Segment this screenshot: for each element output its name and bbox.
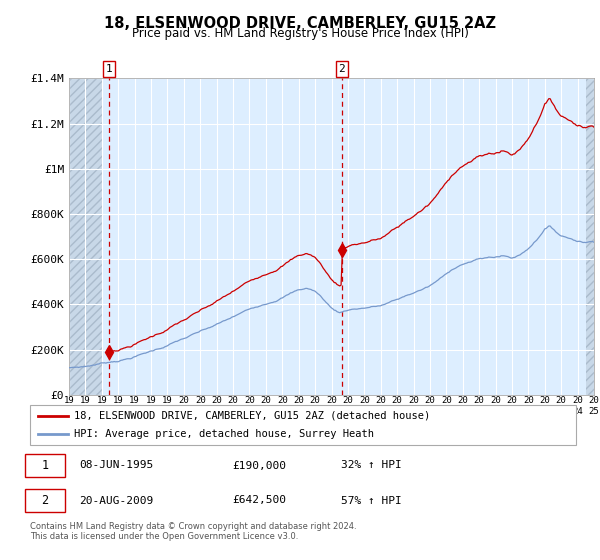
FancyBboxPatch shape xyxy=(25,454,65,477)
Text: 20-AUG-2009: 20-AUG-2009 xyxy=(79,496,154,506)
Text: 2: 2 xyxy=(338,64,345,74)
Text: Price paid vs. HM Land Registry's House Price Index (HPI): Price paid vs. HM Land Registry's House … xyxy=(131,27,469,40)
Bar xyxy=(586,78,594,395)
Text: 2: 2 xyxy=(41,494,49,507)
Text: £642,500: £642,500 xyxy=(232,496,286,506)
Text: 18, ELSENWOOD DRIVE, CAMBERLEY, GU15 2AZ (detached house): 18, ELSENWOOD DRIVE, CAMBERLEY, GU15 2AZ… xyxy=(74,411,430,421)
FancyBboxPatch shape xyxy=(30,405,576,445)
Text: HPI: Average price, detached house, Surrey Heath: HPI: Average price, detached house, Surr… xyxy=(74,430,374,439)
Text: 1: 1 xyxy=(106,64,112,74)
Bar xyxy=(69,78,102,395)
Text: Contains HM Land Registry data © Crown copyright and database right 2024.
This d: Contains HM Land Registry data © Crown c… xyxy=(30,522,356,542)
Text: 1: 1 xyxy=(41,459,49,472)
Text: 18, ELSENWOOD DRIVE, CAMBERLEY, GU15 2AZ: 18, ELSENWOOD DRIVE, CAMBERLEY, GU15 2AZ xyxy=(104,16,496,31)
FancyBboxPatch shape xyxy=(25,488,65,512)
Text: 08-JUN-1995: 08-JUN-1995 xyxy=(79,460,154,470)
Text: £190,000: £190,000 xyxy=(232,460,286,470)
Text: 32% ↑ HPI: 32% ↑ HPI xyxy=(341,460,402,470)
Text: 57% ↑ HPI: 57% ↑ HPI xyxy=(341,496,402,506)
